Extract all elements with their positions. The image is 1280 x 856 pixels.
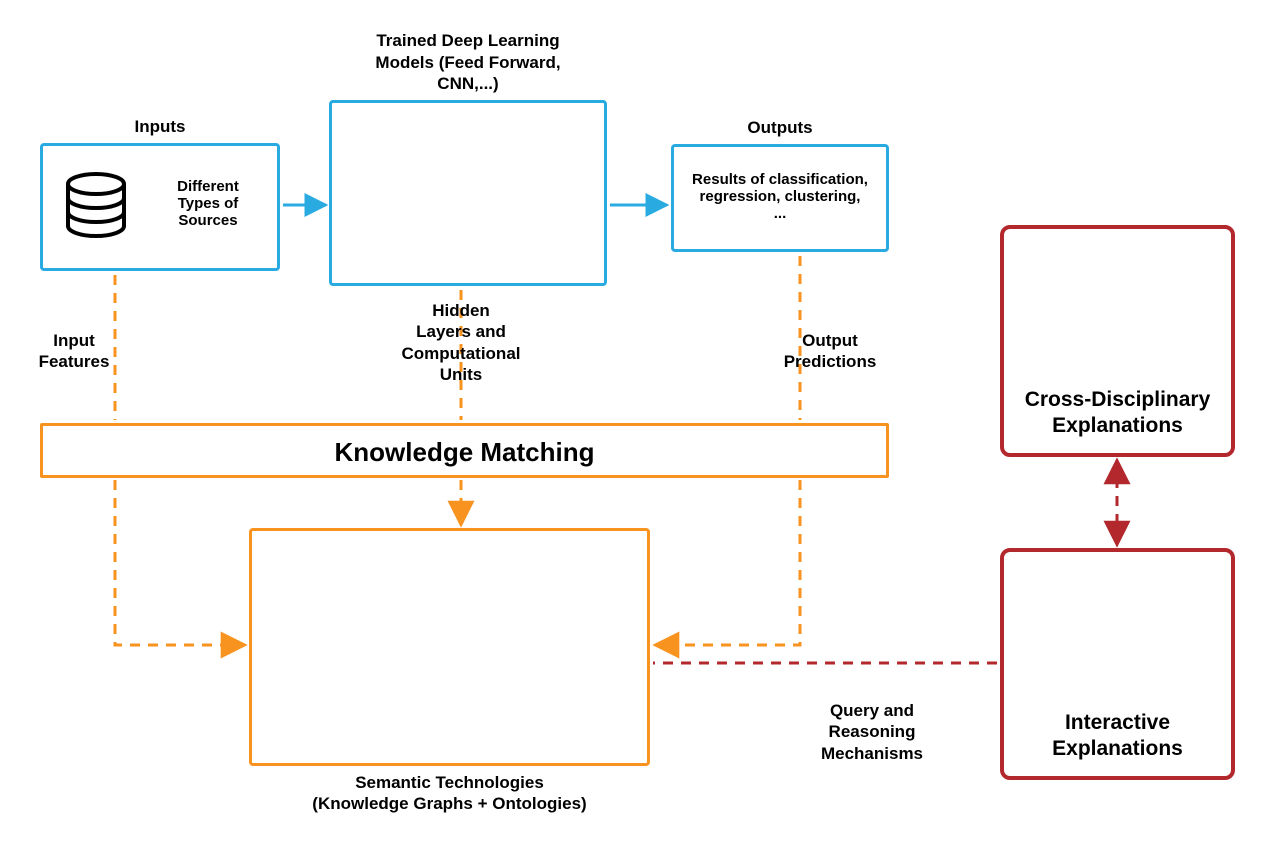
semantic-tech-title: Semantic Technologies(Knowledge Graphs +…	[249, 772, 650, 815]
semantic-tech-box	[249, 528, 650, 766]
outputs-body-text: Results of classification,regression, cl…	[682, 171, 878, 222]
diagram-stage: DifferentTypes ofSources Results of clas…	[0, 0, 1280, 856]
hidden-layers-label: HiddenLayers andComputationalUnits	[381, 300, 541, 385]
database-icon	[61, 172, 131, 250]
outputs-box: Results of classification,regression, cl…	[671, 144, 889, 252]
inputs-body-text: DifferentTypes ofSources	[153, 178, 263, 229]
knowledge-matching-title: Knowledge Matching	[43, 437, 886, 468]
output-predictions-label: OutputPredictions	[760, 330, 900, 373]
models-title: Trained Deep LearningModels (Feed Forwar…	[329, 30, 607, 94]
cross-disciplinary-box: Cross-DisciplinaryExplanations	[1000, 225, 1235, 457]
inputs-title: Inputs	[40, 116, 280, 137]
input-features-label: InputFeatures	[14, 330, 134, 373]
knowledge-matching-box: Knowledge Matching	[40, 423, 889, 478]
interactive-explanations-title: InteractiveExplanations	[1004, 710, 1231, 763]
cross-disciplinary-title: Cross-DisciplinaryExplanations	[1004, 387, 1231, 440]
inputs-box: DifferentTypes ofSources	[40, 143, 280, 271]
models-box	[329, 100, 607, 286]
interactive-explanations-box: InteractiveExplanations	[1000, 548, 1235, 780]
outputs-title: Outputs	[671, 117, 889, 138]
query-reasoning-label: Query andReasoningMechanisms	[792, 700, 952, 764]
